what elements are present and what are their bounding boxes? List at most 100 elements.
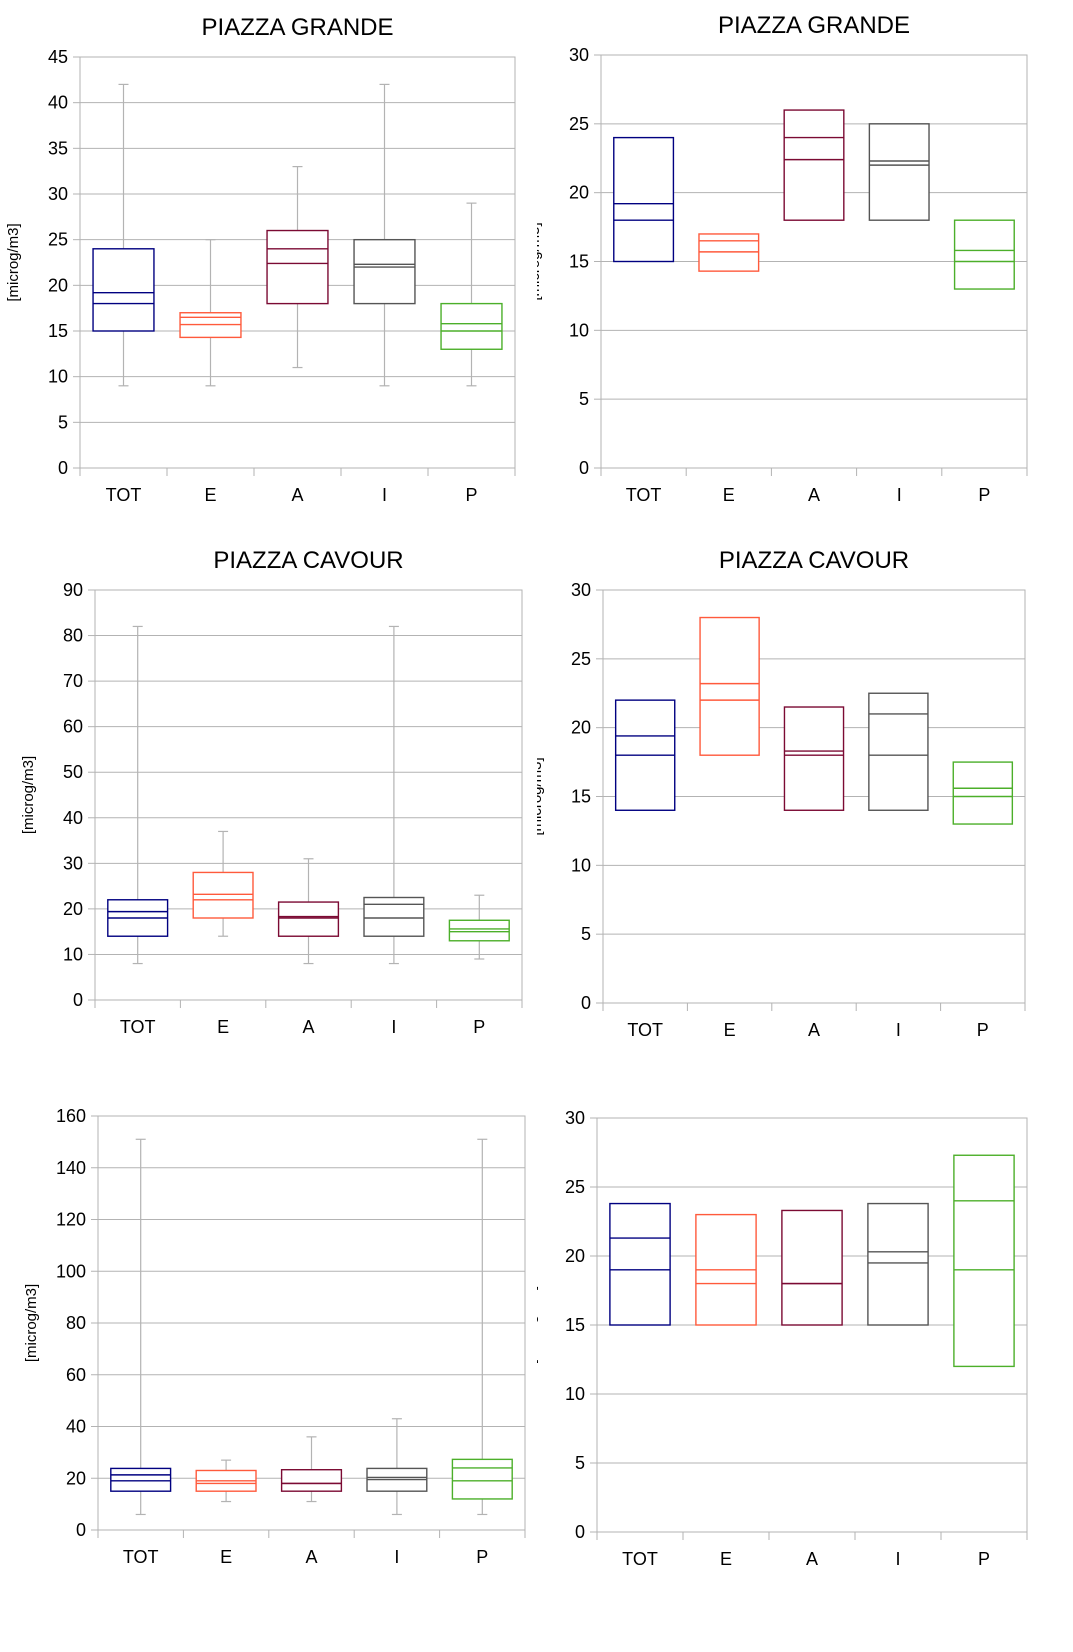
box-a [781,1209,843,1326]
y-tick-label: 40 [48,93,68,113]
y-tick-label: 60 [66,1365,86,1385]
x-tick-label: P [476,1547,488,1567]
y-tick-label: 5 [581,924,591,944]
y-tick-label: 25 [48,230,68,250]
x-tick-label: I [382,485,387,505]
chart-svg: PIAZZA GRANDE [microg/m3] 0 5 10 15 20 25 30 TOT E… [537,12,1028,505]
y-tick-label: 30 [63,853,83,873]
y-tick-label: 5 [579,389,589,409]
y-tick-label: 10 [565,1384,585,1404]
box-i [868,692,929,811]
y-tick-label: 5 [58,412,68,432]
box-p [451,1458,513,1500]
x-tick-label: TOT [622,1549,658,1569]
y-tick-label: 20 [571,718,591,738]
y-axis-label: [microg/m3] [537,757,545,835]
box-p [448,919,510,942]
box-chart-1: PIAZZA GRANDE [microg/m3] 0 5 10 15 20 25 30 35 40… [0,0,536,550]
chart-title: PIAZZA GRANDE [201,14,393,41]
y-tick-label: 45 [48,47,68,67]
y-tick-label: 120 [56,1210,86,1230]
y-tick-label: 30 [569,45,589,65]
y-tick-label: 70 [63,671,83,691]
x-tick-label: E [217,1017,229,1037]
x-tick-label: P [978,485,990,505]
chart-title: MERCATINO AMERICANO [666,1100,959,1102]
box-a [266,229,329,305]
box-a [277,901,340,937]
x-tick-label: P [977,1020,989,1040]
y-tick-label: 5 [575,1453,585,1473]
box-a [280,1469,343,1492]
y-tick-label: 25 [565,1177,585,1197]
y-tick-label: 30 [565,1108,585,1128]
box-p [952,761,1014,825]
chart-svg: PIAZZA CAVOUR [microg/m3] 0 5 10 15 20 25 30 TOT E… [537,550,1026,1040]
box-tot [613,136,675,263]
chart-title: PIAZZA GRANDE [718,12,910,39]
x-tick-label: E [723,485,735,505]
box-p [953,1154,1015,1368]
box-i [867,1202,929,1326]
x-tick-label: I [895,1549,900,1569]
box-chart-5: MERCATINO AMERICANO[microg/m3]0204060801… [0,1100,536,1650]
x-tick-label: E [220,1547,232,1567]
y-tick-label: 20 [565,1246,585,1266]
y-tick-label: 10 [48,367,68,387]
box-chart-3: PIAZZA CAVOUR [microg/m3] 0 10 20 30 40 50 60 70 8… [0,550,536,1100]
y-tick-label: 20 [569,183,589,203]
y-axis-label: [microg/m3] [537,1286,539,1364]
y-tick-label: 40 [66,1417,86,1437]
x-tick-label: P [473,1017,485,1037]
x-tick-label: A [302,1017,314,1037]
box-a [783,706,845,811]
x-tick-label: A [808,1020,820,1040]
y-tick-label: 0 [58,458,68,478]
x-tick-label: TOT [626,485,662,505]
y-tick-label: 20 [63,899,83,919]
y-tick-label: 15 [569,252,589,272]
plot-frame [600,54,1028,469]
box-tot [92,248,155,332]
x-tick-label: TOT [627,1020,663,1040]
x-tick-label: I [897,485,902,505]
y-tick-label: 80 [66,1313,86,1333]
y-tick-label: 40 [63,808,83,828]
y-tick-label: 30 [48,184,68,204]
y-tick-label: 0 [575,1522,585,1542]
y-axis-label: [microg/m3] [20,756,37,834]
x-tick-label: A [806,1549,818,1569]
box-i [868,123,930,221]
y-tick-label: 25 [571,649,591,669]
y-tick-label: 15 [565,1315,585,1335]
box-chart-6: MERCATINO AMERICANO [microg/m3] 0 5 10 15 20 25… [537,1100,1073,1650]
y-tick-label: 15 [48,321,68,341]
x-tick-label: E [724,1020,736,1040]
y-tick-label: 140 [56,1158,86,1178]
plot-frame [596,1117,1028,1533]
y-tick-label: 90 [63,580,83,600]
x-tick-label: A [291,485,303,505]
x-tick-label: E [204,485,216,505]
box-i [363,896,425,937]
chart-title: PIAZZA CAVOUR [213,550,403,574]
plot-frame [97,1115,526,1531]
x-tick-label: TOT [123,1547,159,1567]
x-tick-label: P [978,1549,990,1569]
y-tick-label: 10 [571,855,591,875]
y-tick-label: 50 [63,762,83,782]
x-tick-label: TOT [106,485,142,505]
y-axis-label: [microg/m3] [5,223,22,301]
y-tick-label: 10 [63,944,83,964]
plot-frame [79,56,516,469]
y-tick-label: 0 [73,990,83,1010]
x-tick-label: I [394,1547,399,1567]
y-tick-label: 160 [56,1106,86,1126]
y-tick-label: 25 [569,114,589,134]
y-tick-label: 30 [571,580,591,600]
y-axis-label: [microg/m3] [537,222,543,300]
chart-svg: PIAZZA CAVOUR [microg/m3] 0 10 20 30 40 50 60 70 8… [20,550,523,1037]
y-tick-label: 100 [56,1261,86,1281]
y-tick-label: 10 [569,320,589,340]
